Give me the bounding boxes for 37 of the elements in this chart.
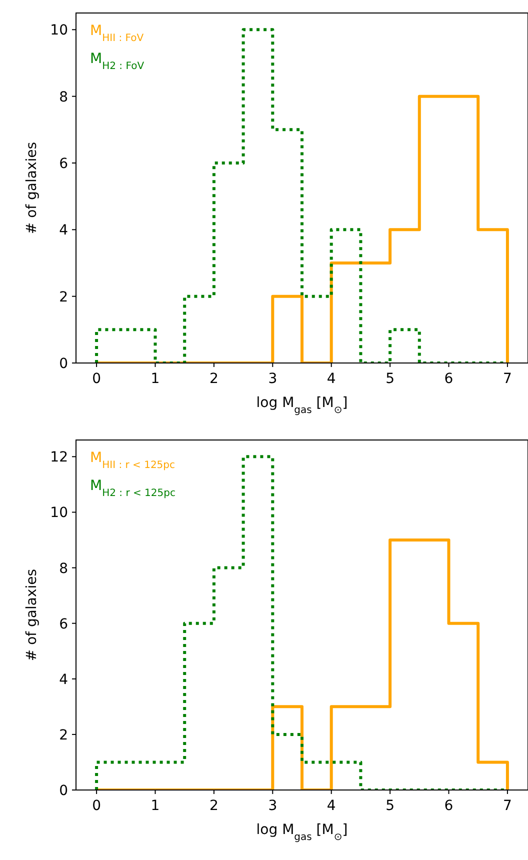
x-tick-label: 1 <box>150 798 160 814</box>
x-tick-label: 1 <box>150 371 160 387</box>
y-tick-label: 2 <box>59 289 68 306</box>
y-axis-title: # of galaxies <box>24 568 40 662</box>
x-tick-label: 6 <box>444 798 454 814</box>
x-tick-label: 7 <box>502 371 512 387</box>
y-tick-label: 0 <box>59 356 68 372</box>
x-tick-label: 5 <box>386 371 395 387</box>
text: M$_{H2 : FoV}$ <box>90 51 144 72</box>
x-tick-label: 3 <box>268 798 278 814</box>
x-tick-label: 0 <box>92 798 102 814</box>
y-axis-title: # of galaxies <box>24 142 40 234</box>
x-tick-label: 2 <box>209 798 218 814</box>
y-tick-label: 6 <box>59 616 68 632</box>
x-tick-label: 2 <box>209 371 218 387</box>
y-tick-label: 4 <box>59 222 68 239</box>
x-tick-label: 7 <box>502 798 512 814</box>
y-tick-label: 8 <box>59 560 68 577</box>
x-tick-label: 3 <box>268 371 278 387</box>
x-axis-title: log M$_{gas}$ [M$_{⊙}$] <box>256 395 348 416</box>
y-tick-label: 0 <box>59 783 68 799</box>
y-tick-label: 10 <box>50 22 68 39</box>
x-tick-label: 0 <box>92 371 102 387</box>
y-tick-label: 4 <box>59 672 68 688</box>
text: M$_{HII : r < 125pc}$ <box>90 450 176 470</box>
text: M$_{HII : FoV}$ <box>90 23 144 44</box>
x-tick-label: 4 <box>326 371 336 387</box>
text: M$_{H2 : r < 125pc}$ <box>90 478 176 498</box>
y-tick-label: 2 <box>59 727 68 744</box>
x-tick-label: 6 <box>444 371 454 387</box>
y-tick-label: 12 <box>50 450 68 466</box>
x-tick-label: 5 <box>386 798 395 814</box>
x-tick-label: 4 <box>326 798 336 814</box>
y-tick-label: 8 <box>59 89 68 106</box>
y-tick-label: 6 <box>59 156 68 172</box>
y-tick-label: 10 <box>50 505 68 522</box>
x-axis-title: log M$_{gas}$ [M$_{⊙}$] <box>256 822 348 842</box>
